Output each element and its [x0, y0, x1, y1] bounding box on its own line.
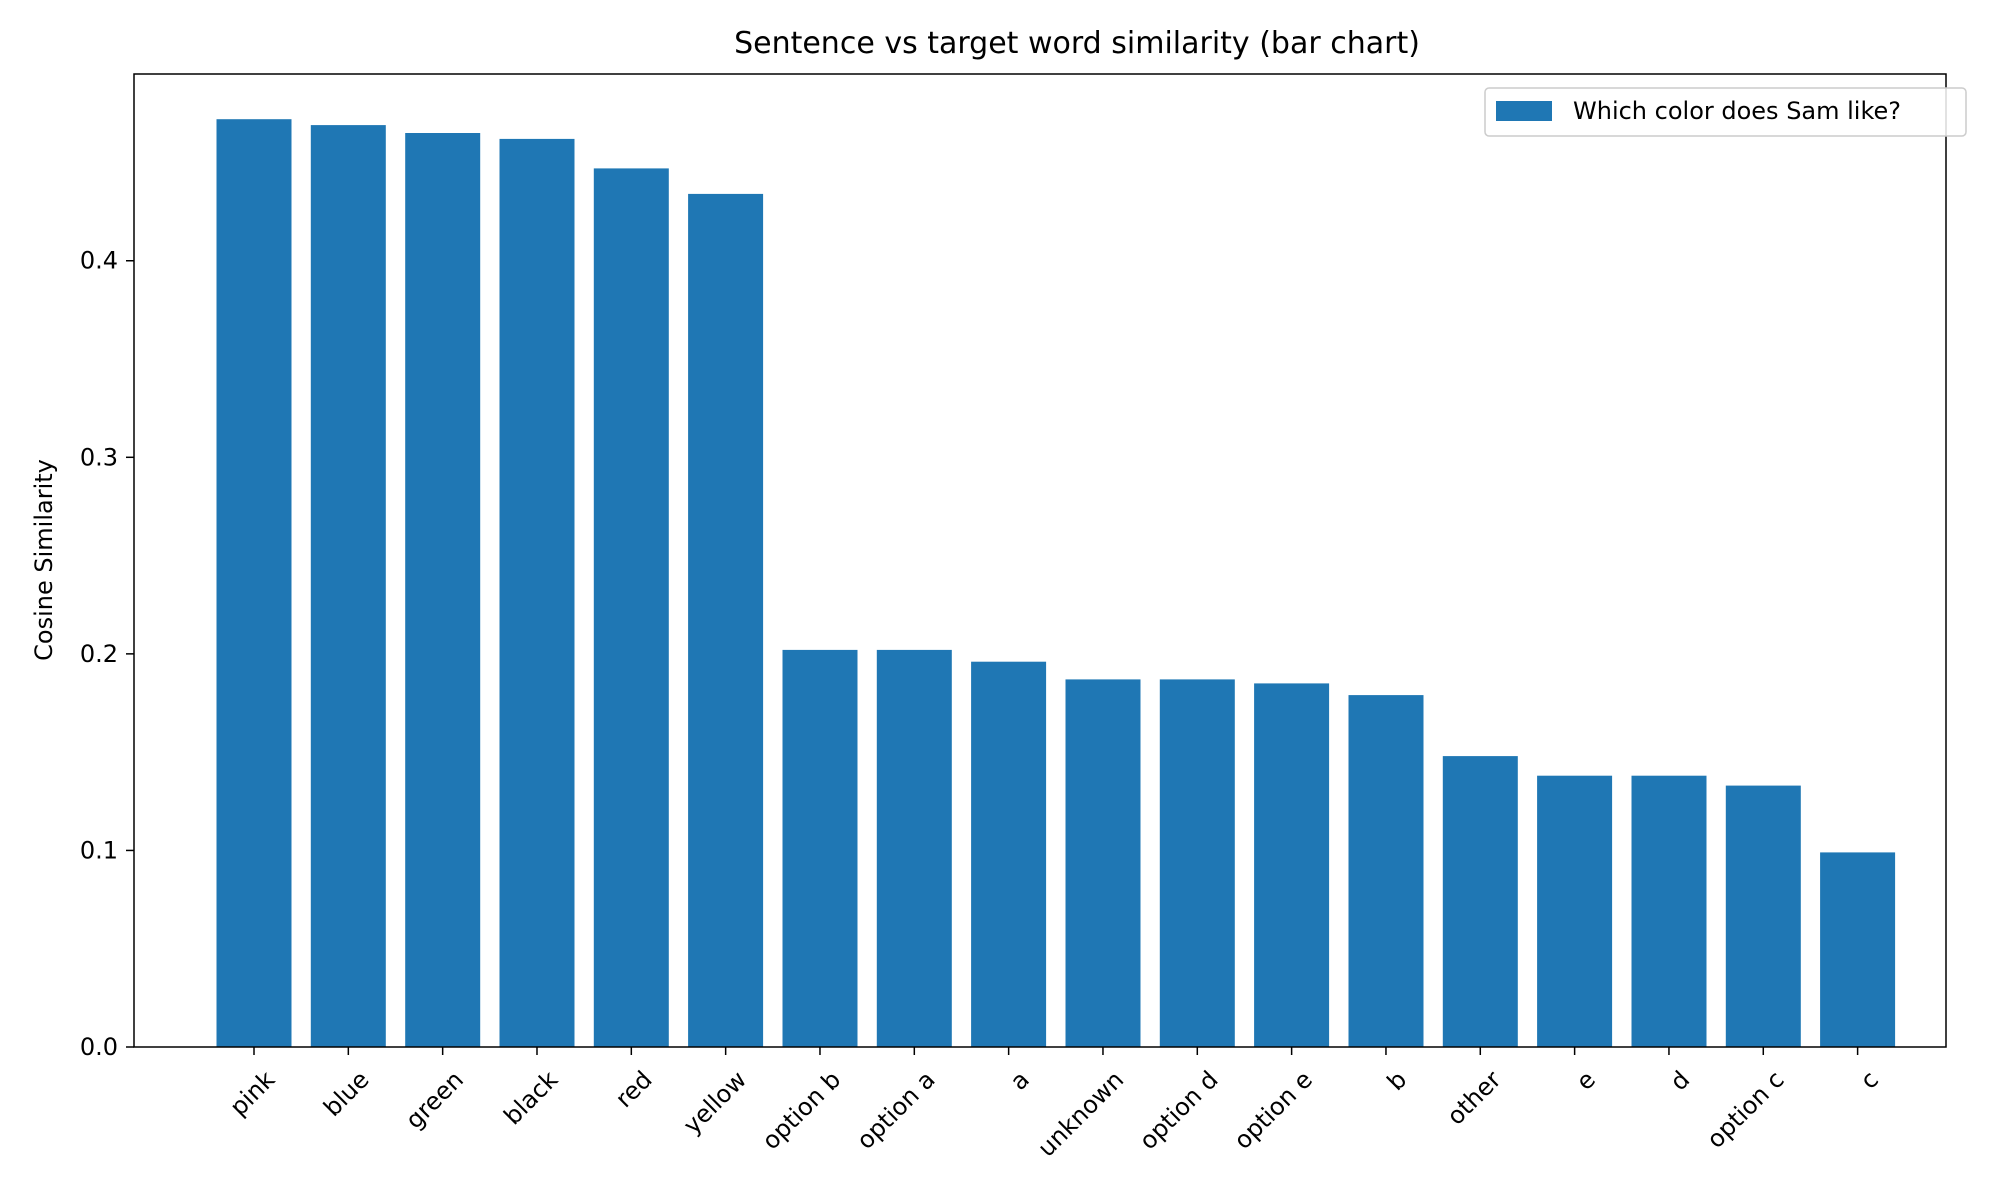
- bar-yellow: [688, 193, 764, 1047]
- bar-pink: [216, 119, 292, 1047]
- y-axis-ticks: 0.0 0.1 0.2 0.3 0.4: [80, 247, 134, 1061]
- x-tick-label: pink: [224, 1065, 280, 1121]
- bar-other: [1442, 756, 1518, 1047]
- x-tick-label: blue: [318, 1065, 374, 1121]
- x-tick-label: option a: [851, 1065, 940, 1154]
- bar-d: [1631, 775, 1707, 1047]
- bar-option-d: [1159, 679, 1235, 1047]
- x-tick-label: b: [1382, 1065, 1413, 1096]
- y-tick-label: 0.0: [80, 1033, 118, 1061]
- x-tick-label: option d: [1134, 1065, 1224, 1155]
- x-tick-label: c: [1855, 1065, 1884, 1094]
- legend-label: Which color does Sam like?: [1573, 97, 1901, 125]
- bar-c: [1820, 852, 1896, 1047]
- x-tick-label: option c: [1701, 1065, 1789, 1153]
- bar-option-b: [782, 649, 858, 1047]
- x-tick-label: d: [1665, 1065, 1696, 1096]
- bar-option-c: [1725, 785, 1801, 1047]
- x-tick-label: unknown: [1032, 1065, 1129, 1162]
- chart-title: Sentence vs target word similarity (bar …: [734, 26, 1420, 61]
- x-tick-label: option b: [757, 1065, 847, 1155]
- y-tick-label: 0.4: [80, 247, 118, 275]
- y-tick-label: 0.1: [80, 836, 118, 864]
- x-tick-label: red: [610, 1065, 658, 1113]
- bar-unknown: [1065, 679, 1141, 1047]
- legend-box: [1484, 87, 1967, 137]
- x-tick-label: a: [1005, 1065, 1035, 1095]
- x-tick-label: option e: [1229, 1065, 1318, 1154]
- y-tick-label: 0.3: [80, 443, 118, 471]
- x-tick-label: black: [498, 1065, 563, 1130]
- bar-e: [1537, 775, 1613, 1047]
- x-axis-ticks: pink blue green black red yellow option b optio…: [224, 1047, 1884, 1162]
- bar-option-a: [876, 649, 952, 1047]
- bars-group: [216, 119, 1896, 1048]
- y-tick-label: 0.2: [80, 640, 118, 668]
- y-axis-label: Cosine Similarity: [30, 459, 58, 661]
- bar-option-e: [1254, 683, 1330, 1047]
- legend: Which color does Sam like?: [1484, 87, 1967, 137]
- x-tick-label: e: [1571, 1065, 1601, 1095]
- bar-b: [1348, 695, 1424, 1047]
- bar-green: [405, 133, 481, 1047]
- legend-swatch: [1496, 101, 1552, 121]
- bar-a: [971, 661, 1047, 1047]
- bar-black: [499, 138, 575, 1047]
- bar-red: [593, 168, 669, 1047]
- x-tick-label: green: [400, 1065, 469, 1134]
- plot-frame: [133, 73, 1947, 1048]
- bar-blue: [310, 125, 386, 1048]
- x-tick-label: yellow: [678, 1065, 752, 1139]
- x-tick-label: other: [1442, 1065, 1507, 1130]
